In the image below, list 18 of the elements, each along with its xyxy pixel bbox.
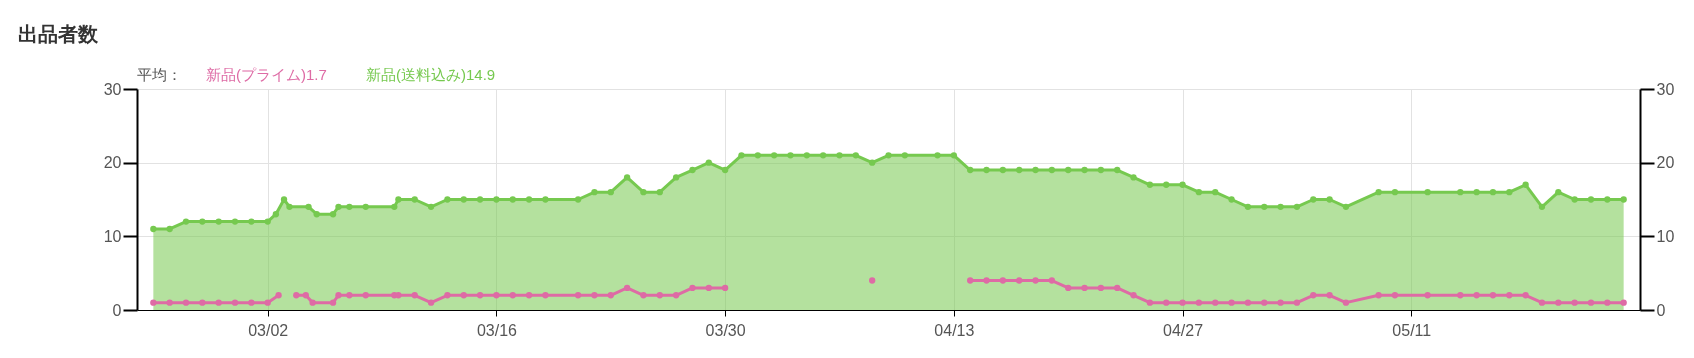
y-tick-label: 0 bbox=[112, 301, 122, 319]
text: 新品(送料込み)14.9 bbox=[366, 65, 496, 83]
y-tick-label: 30 bbox=[103, 80, 122, 98]
x-tick-label: 05/11 bbox=[1392, 321, 1432, 339]
x-tick-label: 04/27 bbox=[1163, 321, 1204, 339]
y2-tick-label: 0 bbox=[1656, 301, 1666, 319]
y2-tick-label: 30 bbox=[1656, 80, 1675, 98]
y-tick-label: 20 bbox=[103, 154, 122, 172]
x-tick-label: 03/02 bbox=[248, 321, 289, 339]
x-tick-label: 04/13 bbox=[934, 321, 975, 339]
y2-tick-label: 10 bbox=[1656, 227, 1675, 245]
chart-title: 出品者数 bbox=[18, 23, 99, 45]
x-tick-label: 03/16 bbox=[476, 321, 518, 339]
y2-tick-label: 20 bbox=[1656, 154, 1675, 172]
legend-title: 平均： bbox=[137, 66, 182, 83]
x-tick-label: 03/30 bbox=[705, 321, 746, 339]
text: 新品(プライム)1.7 bbox=[206, 65, 327, 83]
y-tick-label: 10 bbox=[103, 227, 122, 245]
